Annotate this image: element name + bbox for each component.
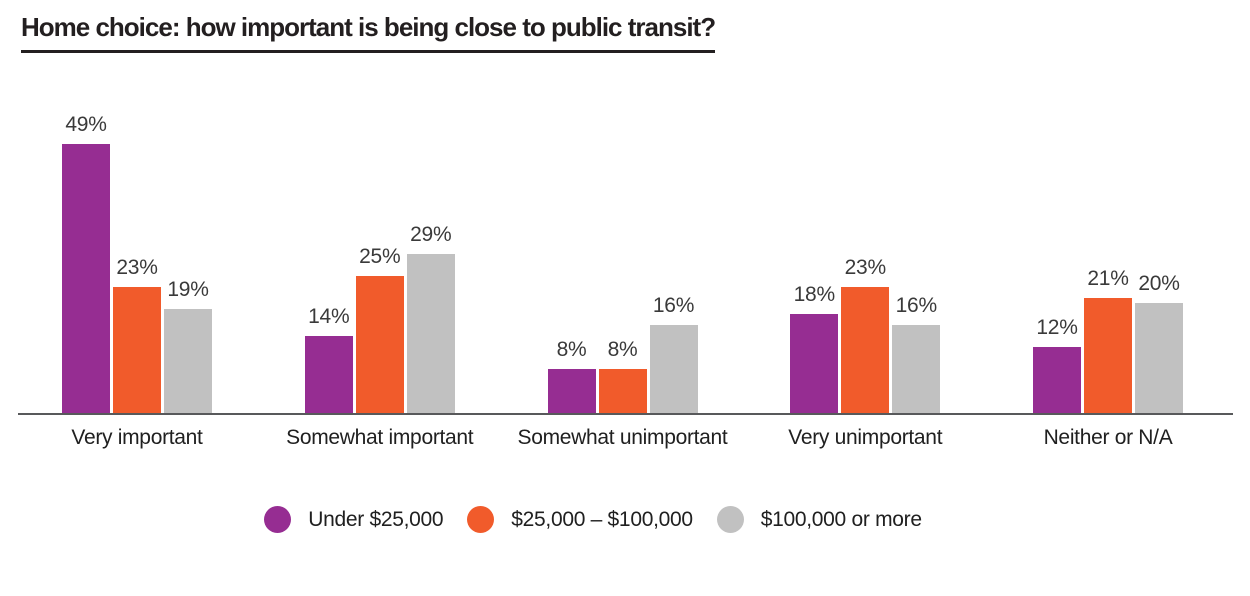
legend-label: $100,000 or more [760,507,922,531]
value-label: 25% [359,244,401,268]
value-label: 8% [556,338,587,361]
legend-item: Under $25,000 [264,506,444,533]
bar-fill [406,253,455,413]
bar-fill [1084,297,1132,413]
legend-circle-icon [467,506,495,533]
bar-fill [113,286,161,413]
value-label: 16% [652,294,695,317]
value-label: 20% [1138,272,1180,295]
bar-fill [547,369,596,413]
value-label: 12% [1036,316,1078,339]
value-label: 23% [116,255,158,279]
bar-group: 49% 23% 19% Very important [62,101,212,449]
value-label: 23% [844,255,886,279]
value-label: 49% [65,112,107,136]
category-label: Somewhat important [286,426,474,449]
value-label: 21% [1087,266,1129,290]
category-label: Very unimportant [788,426,943,449]
value-label: 29% [410,222,452,246]
bar-group: 8% 8% 16% Somewhat unimportant [518,101,728,449]
bar-fill [598,369,647,413]
bar-fill [164,308,212,413]
legend-label: Under $25,000 [308,507,444,531]
value-label: 19% [167,277,209,301]
bar: 29% [406,101,455,413]
category-label: Neither or N/A [1043,426,1173,449]
bar: 20% [1135,101,1183,413]
value-label: 16% [895,294,937,317]
bar-fill [304,336,353,413]
value-label: 18% [793,283,835,306]
bar: 14% [304,101,353,413]
bar-fill [355,275,404,413]
bar-fill [62,143,110,413]
legend-label: $25,000 – $100,000 [511,507,693,531]
legend-circle-icon [716,506,744,533]
value-label: 14% [308,305,350,328]
bar: 19% [164,101,212,413]
legend: Under $25,000 $25,000 – $100,000 $100,000 … [0,506,1186,533]
bar: 8% [598,101,647,413]
bar-group: 12% 21% 20% Neither or N/A [1033,101,1183,449]
plot-area: 49% 23% 19% Very important 14% 25% 29% Somewhat… [18,101,1233,450]
bar-fill [790,314,839,413]
bar-fill [649,325,698,413]
bar-fill [1033,347,1081,413]
value-label: 8% [607,338,638,361]
bar-fill [841,286,890,413]
x-axis-line [18,413,1233,415]
bar: 16% [892,101,941,413]
bar-group: 14% 25% 29% Somewhat important [286,101,474,450]
bar: 8% [547,101,596,413]
bar: 23% [113,101,161,413]
bar: 12% [1033,101,1081,413]
legend-circle-icon [264,506,292,533]
bar-fill [892,325,941,413]
category-label: Somewhat unimportant [517,426,728,449]
bar: 21% [1084,101,1132,413]
bar: 49% [62,101,110,413]
bar-fill [1135,303,1183,413]
bar: 16% [649,101,698,413]
bar: 25% [355,101,404,413]
legend-item: $25,000 – $100,000 [467,506,693,533]
legend-item: $100,000 or more [716,506,922,533]
category-label: Very important [71,426,203,449]
bar-group: 18% 23% 16% Very unimportant [788,101,942,450]
bar: 23% [841,101,890,413]
chart-title: Home choice: how important is being clos… [21,12,716,53]
bar: 18% [790,101,839,413]
